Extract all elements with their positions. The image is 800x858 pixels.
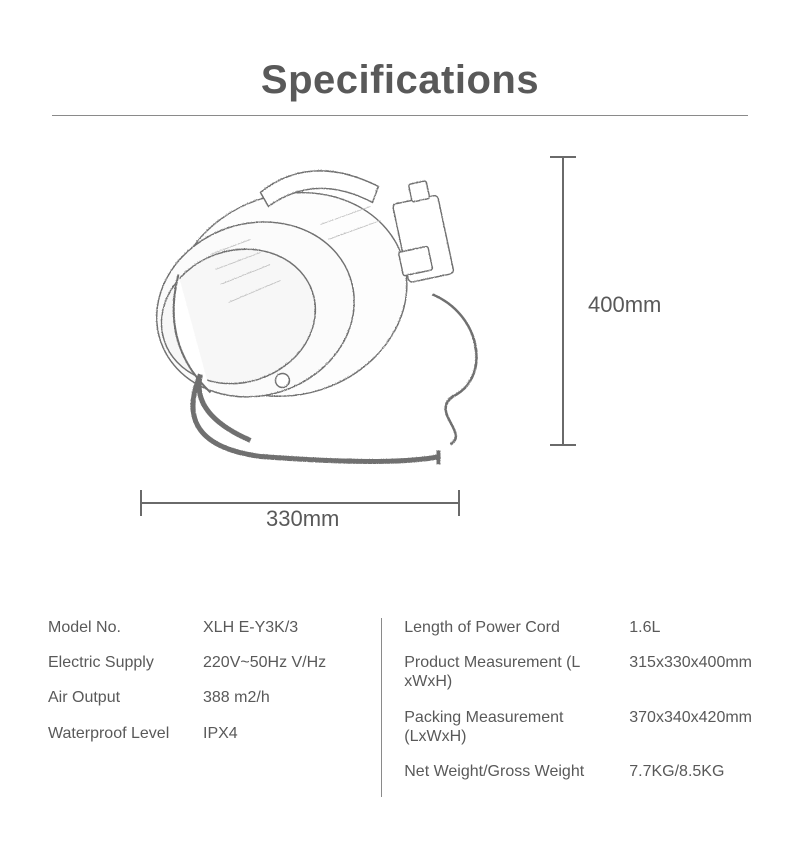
spec-value: 1.6L	[629, 618, 752, 637]
spec-value: 315x330x400mm	[629, 653, 752, 691]
spec-value: 7.7KG/8.5KG	[629, 762, 752, 781]
spec-value: XLH E-Y3K/3	[203, 618, 363, 637]
dim-height-tick-bottom	[550, 444, 576, 446]
spec-value: 388 m2/h	[203, 688, 363, 707]
dim-width-tick-right	[458, 490, 460, 516]
table-row: Model No. XLH E-Y3K/3	[48, 618, 363, 637]
device-sketch	[140, 144, 500, 484]
spec-value: 370x340x420mm	[629, 708, 752, 746]
dim-height-label: 400mm	[588, 292, 661, 318]
spec-value: 220V~50Hz V/Hz	[203, 653, 363, 672]
specs-table: Model No. XLH E-Y3K/3 Electric Supply 22…	[48, 618, 752, 797]
figure-area: 400mm 330mm	[0, 134, 800, 534]
title-underline	[52, 115, 748, 116]
spec-label: Model No.	[48, 618, 203, 637]
spec-label: Length of Power Cord	[404, 618, 629, 637]
table-row: Electric Supply 220V~50Hz V/Hz	[48, 653, 363, 672]
specs-col-right: Length of Power Cord 1.6L Product Measur…	[381, 618, 752, 797]
spec-label: Net Weight/Gross Weight	[404, 762, 629, 781]
spec-value: IPX4	[203, 724, 363, 743]
spec-label: Air Output	[48, 688, 203, 707]
table-row: Air Output 388 m2/h	[48, 688, 363, 707]
spec-label: Electric Supply	[48, 653, 203, 672]
spec-label: Waterproof Level	[48, 724, 203, 743]
table-row: Net Weight/Gross Weight 7.7KG/8.5KG	[404, 762, 752, 781]
table-row: Product Measurement (L xWxH) 315x330x400…	[404, 653, 752, 691]
specs-col-left: Model No. XLH E-Y3K/3 Electric Supply 22…	[48, 618, 381, 797]
spec-label: Product Measurement (L xWxH)	[404, 653, 629, 691]
page-title: Specifications	[0, 58, 800, 103]
dim-width-label: 330mm	[260, 506, 345, 532]
dim-width-line	[140, 502, 460, 504]
table-row: Length of Power Cord 1.6L	[404, 618, 752, 637]
table-row: Packing Measurement (LxWxH) 370x340x420m…	[404, 708, 752, 746]
spec-label: Packing Measurement (LxWxH)	[404, 708, 629, 746]
table-row: Waterproof Level IPX4	[48, 724, 363, 743]
dim-height-line	[562, 156, 564, 446]
